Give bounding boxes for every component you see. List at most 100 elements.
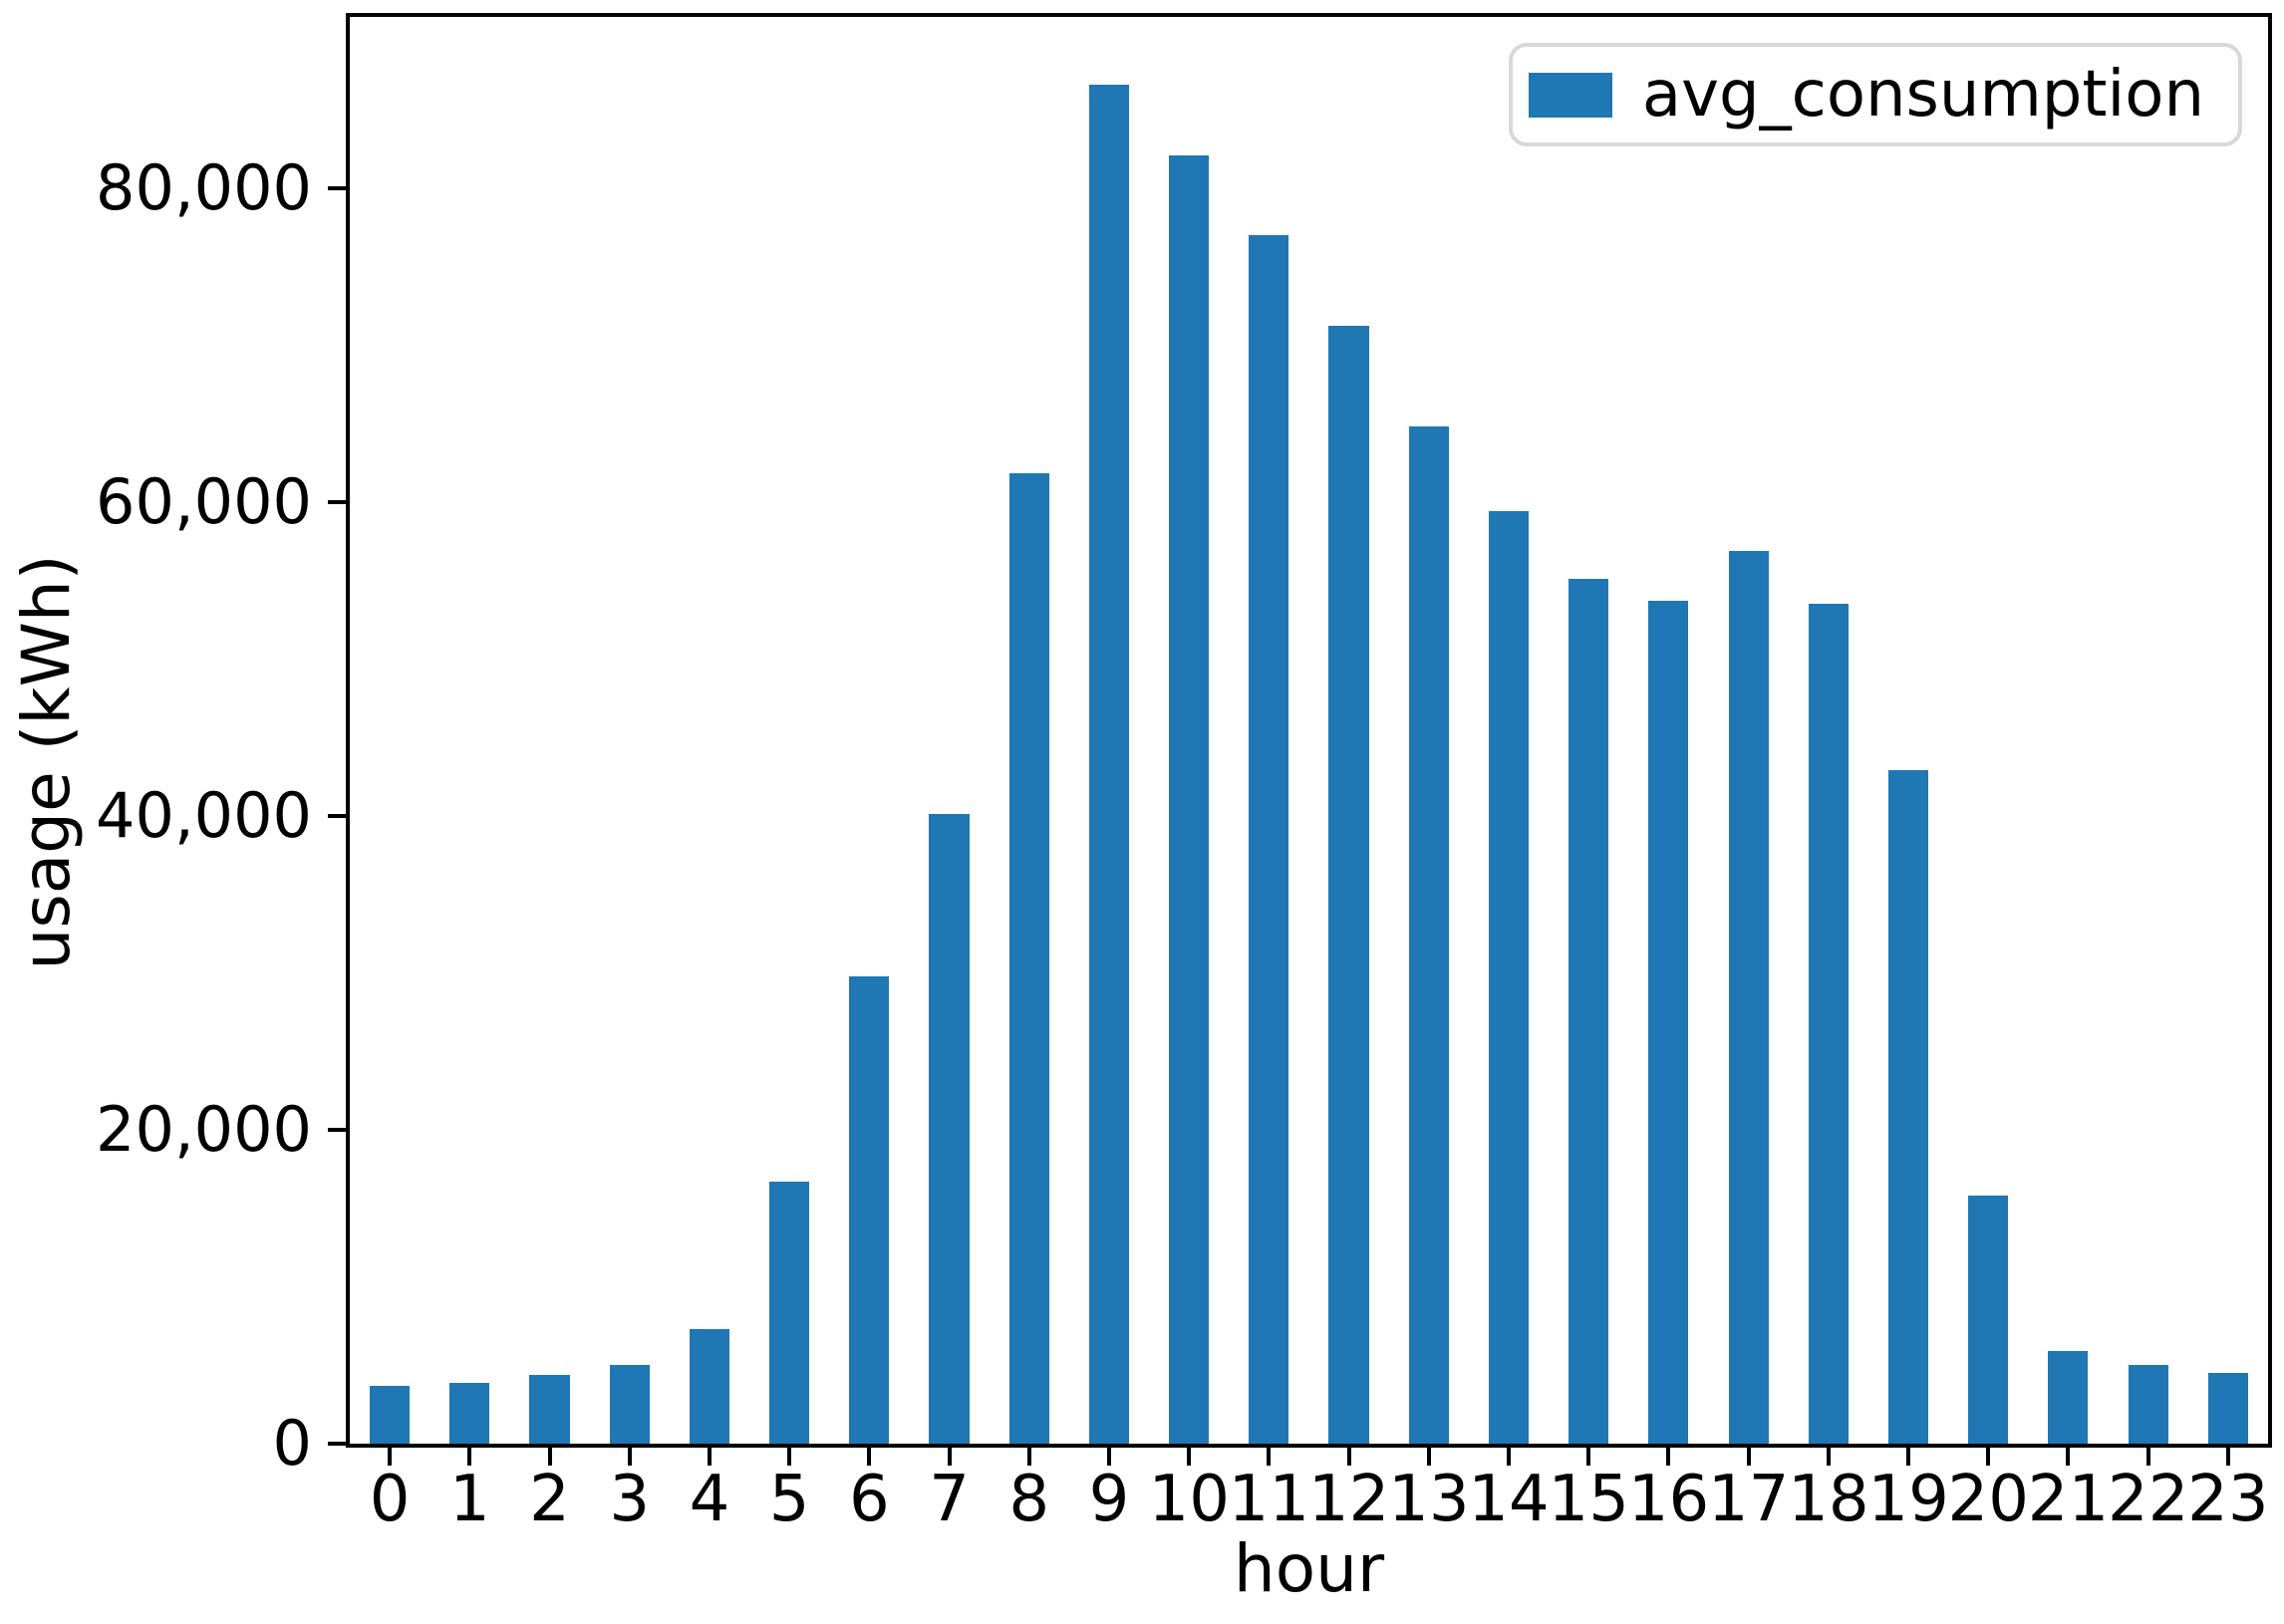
legend: avg_consumption [1508,43,2242,146]
y-tick-mark [328,813,350,818]
bar-slot [749,17,829,1444]
bar-slot [1469,17,1549,1444]
x-tick-label: 9 [1088,1463,1130,1536]
y-axis-title: usage (kWh) [8,554,85,970]
bar-hour-17 [1728,550,1769,1444]
y-tick-label: 60,000 [96,464,312,538]
bar-slot [1308,17,1388,1444]
bar-hour-9 [1088,84,1129,1444]
y-tick-mark [328,1127,350,1132]
bar-hour-12 [1328,326,1369,1444]
bar-slot [2188,17,2268,1444]
bar-slot [1708,17,1788,1444]
x-tick-mark [2066,1444,2071,1466]
bar-hour-4 [689,1329,729,1444]
x-tick-label: 1 [448,1463,490,1536]
bar-hour-6 [849,975,890,1444]
legend-swatch [1528,72,1612,118]
x-axis-title: hour [1233,1530,1385,1607]
x-tick-label: 5 [768,1463,810,1536]
bar-slot [1229,17,1308,1444]
bar-hour-3 [609,1365,650,1444]
y-tick-label: 80,000 [96,150,312,224]
x-tick-mark [1746,1444,1751,1466]
bar-slot [590,17,670,1444]
x-tick-label: 14 [1468,1463,1550,1536]
bar-slot [509,17,589,1444]
x-tick-mark [867,1444,872,1466]
bar-slot [670,17,749,1444]
x-tick-label: 18 [1788,1463,1869,1536]
x-tick-mark [1187,1444,1192,1466]
bar-slot [1069,17,1149,1444]
x-tick-label: 7 [929,1463,970,1536]
x-tick-mark [1267,1444,1272,1466]
x-tick-mark [1986,1444,1991,1466]
bar-hour-23 [2207,1373,2248,1444]
x-tick-mark [627,1444,632,1466]
bar-hour-15 [1569,578,1609,1444]
bar-slot [1549,17,1628,1444]
y-tick-mark [328,185,350,190]
bar-slot [2028,17,2108,1444]
bar-hour-0 [370,1385,411,1444]
x-tick-label: 11 [1228,1463,1310,1536]
x-tick-label: 23 [2187,1463,2269,1536]
x-tick-label: 8 [1008,1463,1050,1536]
x-tick-mark [1507,1444,1512,1466]
legend-label: avg_consumption [1641,58,2204,132]
bar-hour-14 [1488,511,1529,1444]
x-tick-label: 19 [1867,1463,1949,1536]
bar-hour-8 [1008,473,1049,1444]
x-tick-label: 16 [1627,1463,1710,1536]
x-tick-label: 15 [1548,1463,1629,1536]
bar-slot [829,17,909,1444]
bar-hour-19 [1887,770,1928,1444]
y-tick-label: 0 [272,1407,312,1480]
bar-slot [1149,17,1229,1444]
x-tick-label: 20 [1947,1463,2029,1536]
x-tick-label: 2 [529,1463,570,1536]
x-tick-mark [1906,1444,1911,1466]
x-tick-label: 3 [609,1463,651,1536]
bar-hour-16 [1648,601,1689,1444]
x-tick-mark [1106,1444,1111,1466]
x-tick-label: 22 [2107,1463,2189,1536]
x-tick-mark [467,1444,472,1466]
x-tick-mark [1026,1444,1031,1466]
bars-layer [350,17,2268,1444]
bar-slot [1389,17,1469,1444]
x-tick-label: 4 [689,1463,730,1536]
bar-hour-1 [449,1382,490,1444]
y-tick-label: 40,000 [96,778,312,852]
bar-hour-20 [1968,1196,2009,1444]
bar-hour-18 [1808,604,1849,1444]
bar-slot [2108,17,2187,1444]
x-tick-mark [2225,1444,2230,1466]
x-tick-mark [1586,1444,1591,1466]
y-tick-label: 20,000 [96,1092,312,1166]
x-tick-mark [787,1444,792,1466]
bar-slot [1868,17,1948,1444]
x-tick-mark [1666,1444,1671,1466]
bar-hour-21 [2048,1351,2089,1444]
x-tick-label: 0 [369,1463,411,1536]
x-tick-mark [547,1444,552,1466]
bar-hour-7 [929,814,970,1444]
bar-hour-10 [1169,154,1210,1444]
plot-area: 0 20,000 40,000 60,000 80,000 0 1 2 3 4 5 6 7 8 9 10 11… [96,13,2272,1531]
x-tick-label: 17 [1707,1463,1790,1536]
bar-slot [990,17,1069,1444]
x-tick-mark [947,1444,952,1466]
x-tick-mark [1346,1444,1351,1466]
bar-hour-22 [2128,1365,2168,1444]
x-tick-label: 10 [1148,1463,1230,1536]
bar-slot [350,17,429,1444]
x-tick-label: 21 [2027,1463,2110,1536]
bar-slot [1948,17,2028,1444]
x-tick-mark [388,1444,393,1466]
bar-hour-11 [1249,234,1289,1444]
x-tick-label: 6 [848,1463,890,1536]
y-tick-mark [328,499,350,504]
